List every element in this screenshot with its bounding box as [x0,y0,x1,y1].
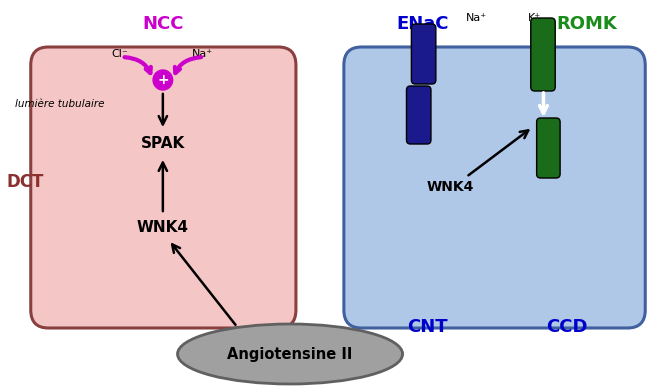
Text: WNK4: WNK4 [137,220,189,234]
Circle shape [153,70,173,90]
Text: SPAK: SPAK [141,136,185,151]
Text: lumière tubulaire: lumière tubulaire [15,99,104,109]
Text: WNK4: WNK4 [427,180,474,194]
Text: DCT: DCT [6,173,43,191]
FancyBboxPatch shape [31,47,296,328]
FancyBboxPatch shape [537,118,560,178]
Text: CNT: CNT [407,318,447,336]
Text: ENaC: ENaC [397,15,449,33]
Ellipse shape [178,324,403,384]
Text: Cl⁻: Cl⁻ [112,49,128,59]
FancyBboxPatch shape [344,47,646,328]
FancyBboxPatch shape [411,24,436,84]
Text: Na⁺: Na⁺ [466,13,487,23]
Text: Na⁺: Na⁺ [192,49,213,59]
FancyBboxPatch shape [531,18,555,91]
FancyBboxPatch shape [407,86,431,144]
Text: CCD: CCD [546,318,588,336]
Text: K⁺: K⁺ [528,13,541,23]
Text: Angiotensine II: Angiotensine II [228,347,353,361]
Text: ROMK: ROMK [556,15,617,33]
Text: +: + [157,73,169,87]
Text: NCC: NCC [142,15,184,33]
